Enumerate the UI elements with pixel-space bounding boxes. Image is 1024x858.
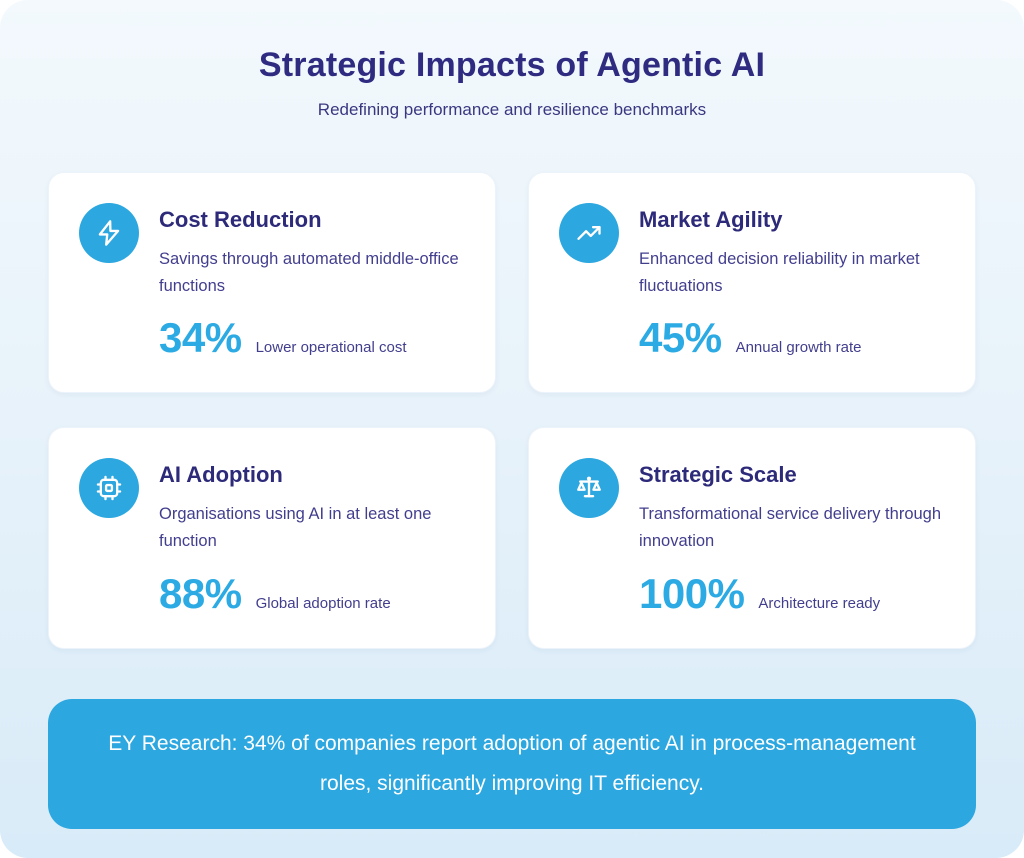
scale-icon <box>577 477 601 498</box>
card-body: AI Adoption Organisations using AI in at… <box>159 458 465 617</box>
card-description: Organisations using AI in at least one f… <box>159 505 432 551</box>
stat-row: 100% Architecture ready <box>639 570 945 618</box>
icon-circle <box>79 203 139 263</box>
stat-row: 34% Lower operational cost <box>159 314 465 362</box>
research-banner: EY Research: 34% of companies report ado… <box>48 698 976 829</box>
stat-value: 34% <box>159 314 242 362</box>
icon-circle <box>79 458 139 519</box>
card-body: Cost Reduction Savings through automated… <box>159 203 465 362</box>
stat-label: Global adoption rate <box>255 594 391 612</box>
card-title: Market Agility <box>639 207 783 232</box>
trending-up-icon <box>577 226 601 240</box>
card-body: Strategic Scale Transformational service… <box>639 458 945 617</box>
header: Strategic Impacts of Agentic AI Redefini… <box>0 0 1024 120</box>
cpu-icon <box>96 476 122 501</box>
page-subtitle: Redefining performance and resilience be… <box>317 100 707 119</box>
stat-value: 45% <box>639 314 722 362</box>
card-cost-reduction: Cost Reduction Savings through automated… <box>48 172 496 394</box>
card-title: Strategic Scale <box>639 462 797 488</box>
card-description: Savings through automated middle-office … <box>159 250 459 295</box>
card-strategic-scale: Strategic Scale Transformational service… <box>528 427 976 649</box>
card-description: Transformational service delivery throug… <box>639 505 942 551</box>
card-market-agility: Market Agility Enhanced decision reliabi… <box>528 172 976 394</box>
icon-circle <box>559 458 619 519</box>
stat-cards-grid: Cost Reduction Savings through automated… <box>48 172 976 649</box>
stat-label: Architecture ready <box>758 594 881 612</box>
stat-label: Annual growth rate <box>735 339 862 357</box>
icon-circle <box>559 203 619 263</box>
zap-icon <box>98 220 120 246</box>
card-title: AI Adoption <box>159 462 283 488</box>
page-title: Strategic Impacts of Agentic AI <box>258 46 766 84</box>
stat-label: Lower operational cost <box>255 339 407 357</box>
stat-row: 88% Global adoption rate <box>159 570 465 618</box>
stat-value: 100% <box>639 569 745 617</box>
card-ai-adoption: AI Adoption Organisations using AI in at… <box>48 427 496 649</box>
card-title: Cost Reduction <box>159 207 322 232</box>
stat-value: 88% <box>159 569 242 617</box>
research-banner-text: EY Research: 34% of companies report ado… <box>108 731 916 795</box>
card-body: Market Agility Enhanced decision reliabi… <box>639 203 945 362</box>
stat-row: 45% Annual growth rate <box>639 314 945 362</box>
card-description: Enhanced decision reliability in market … <box>639 250 920 295</box>
